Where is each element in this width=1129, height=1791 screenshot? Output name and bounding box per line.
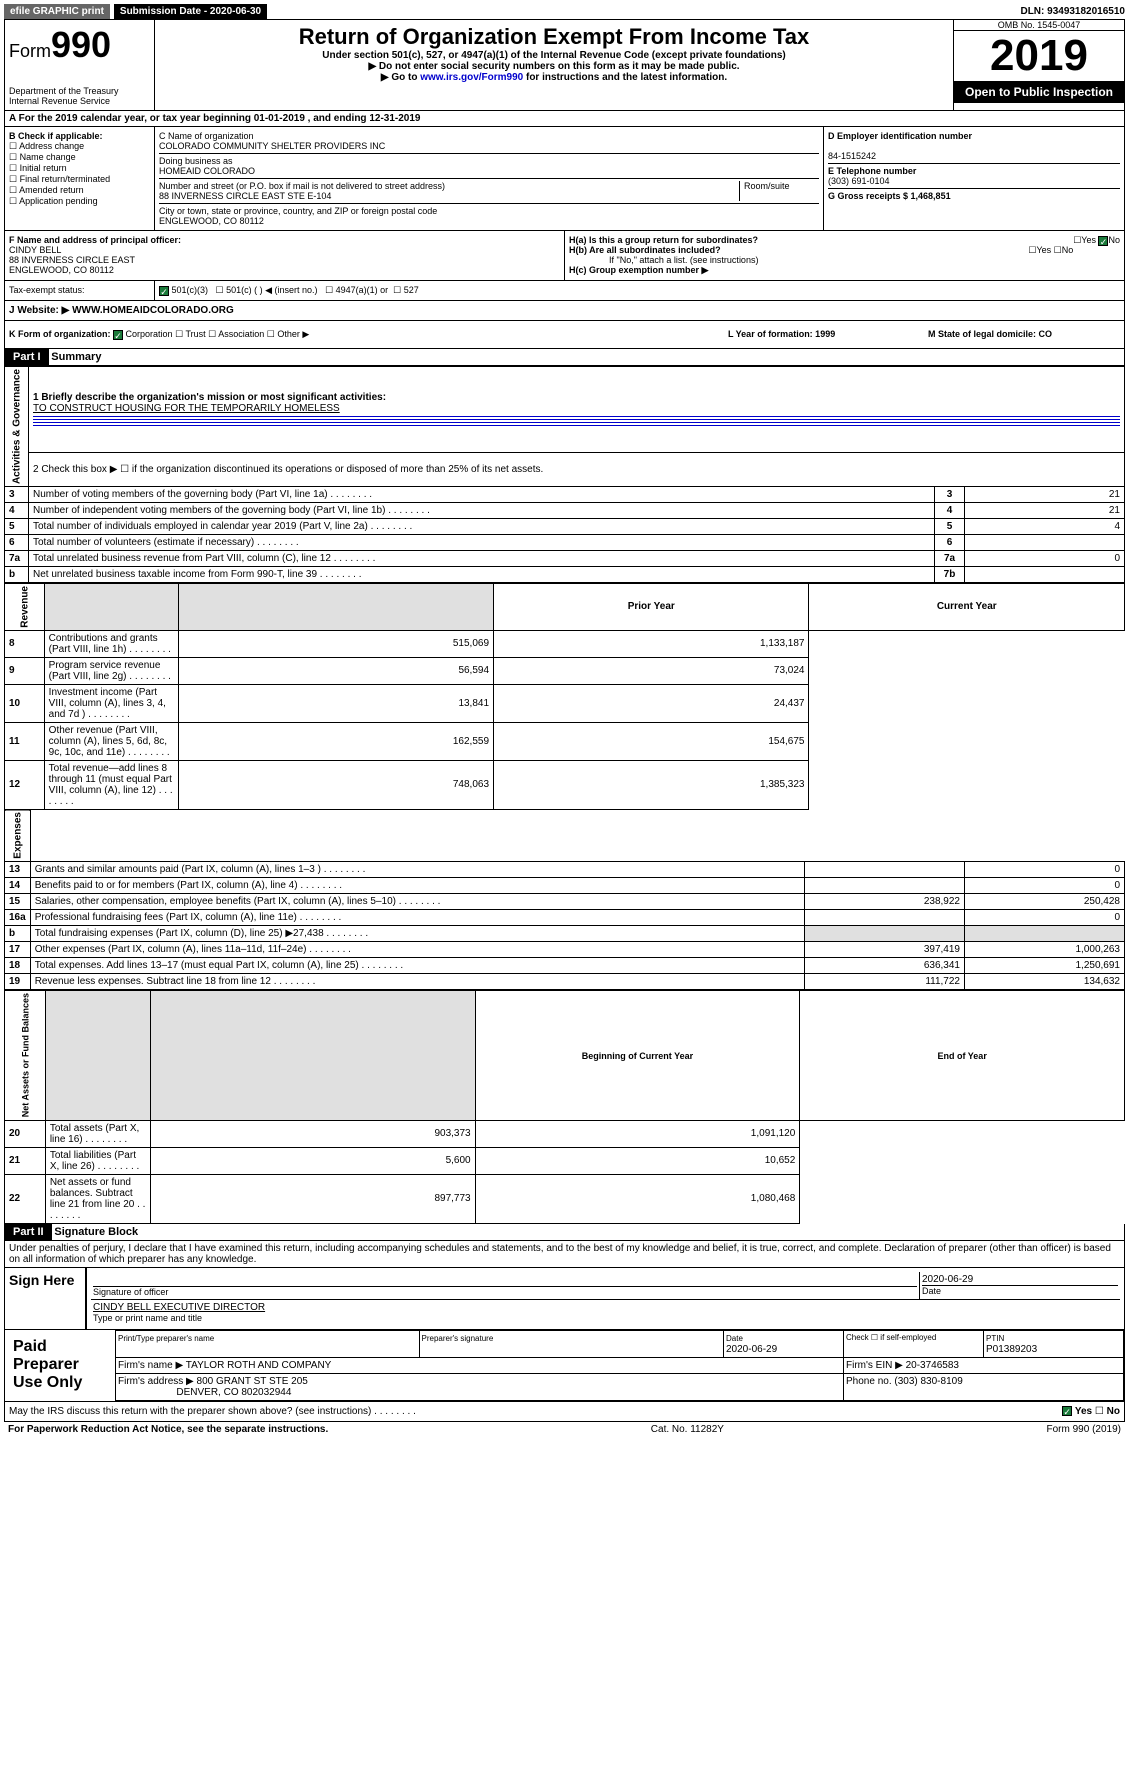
submission-date: Submission Date - 2020-06-30 (114, 4, 267, 19)
paid-preparer: Paid Preparer Use Only Print/Type prepar… (5, 1329, 1124, 1401)
box-deg: D Employer identification number 84-1515… (824, 127, 1124, 230)
part2-header: Part II Signature Block (4, 1224, 1125, 1241)
form-header: Form990 Department of the Treasury Inter… (4, 19, 1125, 111)
dept-treasury: Department of the Treasury (9, 86, 150, 96)
subtitle-2: ▶ Do not enter social security numbers o… (159, 61, 949, 72)
dln: DLN: 93493182016510 (1020, 6, 1125, 17)
form-title: Return of Organization Exempt From Incom… (159, 24, 949, 50)
part1-header: Part I Summary (4, 349, 1125, 366)
chk-address[interactable]: ☐ Address change (9, 141, 150, 152)
row-tax-exempt: Tax-exempt status: ✓ 501(c)(3) ☐ 501(c) … (4, 281, 1125, 301)
omb-number: OMB No. 1545-0047 (954, 20, 1124, 31)
chk-amended[interactable]: ☐ Amended return (9, 185, 150, 196)
open-public: Open to Public Inspection (954, 81, 1124, 103)
sign-here-label: Sign Here (5, 1268, 85, 1329)
chk-final[interactable]: ☐ Final return/terminated (9, 174, 150, 185)
subtitle-3: ▶ Go to www.irs.gov/Form990 for instruct… (159, 72, 949, 83)
side-revenue: Revenue (5, 584, 45, 631)
row-a-period: A For the 2019 calendar year, or tax yea… (4, 111, 1125, 127)
section-bcdeg: B Check if applicable: ☐ Address change … (4, 127, 1125, 231)
signature-block: Under penalties of perjury, I declare th… (4, 1241, 1125, 1422)
section-fh: F Name and address of principal officer:… (4, 231, 1125, 281)
box-b: B Check if applicable: ☐ Address change … (5, 127, 155, 230)
footer: For Paperwork Reduction Act Notice, see … (4, 1422, 1125, 1437)
part1-revenue: Revenue Prior Year Current Year 8Contrib… (4, 583, 1125, 810)
subtitle-1: Under section 501(c), 527, or 4947(a)(1)… (159, 50, 949, 61)
tax-year: 2019 (954, 31, 1124, 81)
chk-name[interactable]: ☐ Name change (9, 152, 150, 163)
irs-link[interactable]: www.irs.gov/Form990 (420, 72, 523, 83)
part1-expenses: Expenses 13Grants and similar amounts pa… (4, 810, 1125, 991)
chk-corp[interactable]: ✓ (113, 330, 123, 340)
top-bar: efile GRAPHIC print Submission Date - 20… (4, 4, 1125, 19)
irs-label: Internal Revenue Service (9, 96, 150, 106)
row-klm: K Form of organization: ✓ Corporation ☐ … (4, 321, 1125, 349)
box-c: C Name of organization COLORADO COMMUNIT… (155, 127, 824, 230)
side-activities: Activities & Governance (5, 367, 29, 487)
form-number: Form990 (9, 24, 150, 66)
part1-netassets: Net Assets or Fund Balances Beginning of… (4, 990, 1125, 1223)
side-expenses: Expenses (5, 810, 31, 862)
chk-initial[interactable]: ☐ Initial return (9, 163, 150, 174)
side-netassets: Net Assets or Fund Balances (5, 991, 46, 1120)
efile-button[interactable]: efile GRAPHIC print (4, 4, 110, 19)
chk-discuss-yes[interactable]: ✓ (1062, 1406, 1072, 1416)
row-j-website: J Website: ▶ WWW.HOMEAIDCOLORADO.ORG (4, 301, 1125, 321)
chk-501c3[interactable]: ✓ (159, 286, 169, 296)
chk-pending[interactable]: ☐ Application pending (9, 196, 150, 207)
part1-table: Activities & Governance 1 Briefly descri… (4, 366, 1125, 583)
